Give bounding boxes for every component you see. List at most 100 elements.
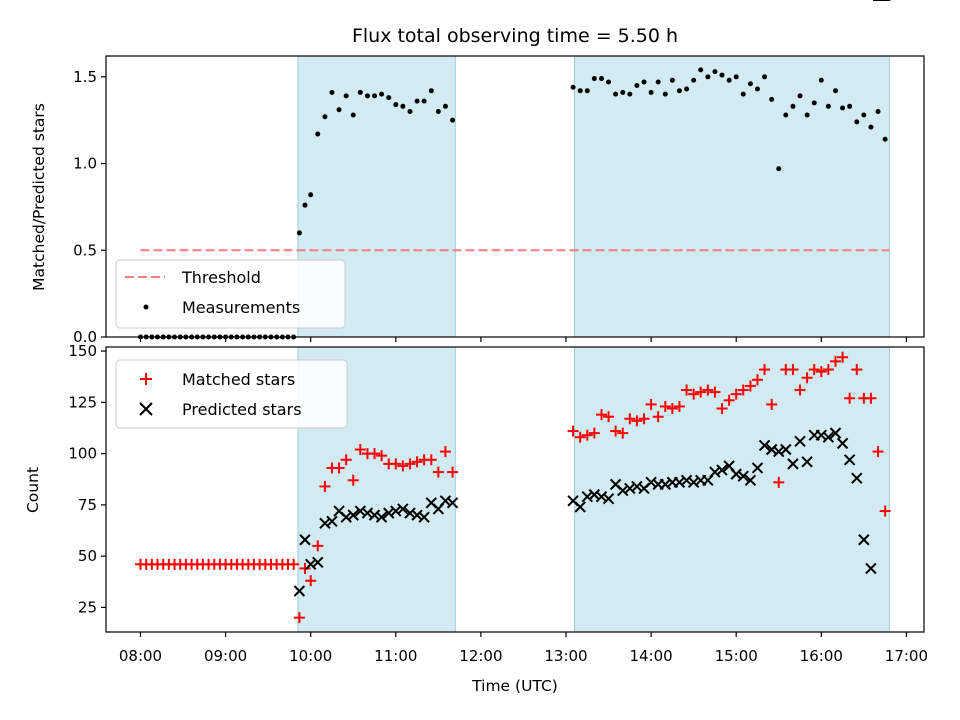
matched-point (425, 454, 437, 466)
matched-point (299, 562, 311, 574)
chart-title: Flux total observing time = 5.50 h (352, 25, 678, 47)
matched-point (369, 448, 381, 460)
matched-point (716, 403, 728, 415)
matched-point (574, 431, 586, 443)
matched-point (411, 456, 423, 468)
measurement-point (861, 112, 867, 118)
measurement-point (733, 74, 739, 80)
top-legend: Threshold Measurements (115, 259, 346, 329)
matched-point (808, 364, 820, 376)
legend-matched-label: Matched stars (182, 370, 295, 389)
top-ytick-label: 0.0 (73, 328, 97, 346)
matched-point (404, 458, 416, 470)
measurement-point (364, 93, 370, 99)
measurement-point (698, 67, 704, 73)
predicted-point (390, 505, 402, 517)
matched-point (673, 400, 685, 412)
matched-point (822, 364, 834, 376)
xtick-label: 12:00 (459, 647, 502, 665)
xtick-label: 15:00 (715, 647, 758, 665)
matched-point (376, 450, 388, 462)
legend-measurements-label: Measurements (182, 298, 300, 317)
predicted-point (858, 534, 870, 546)
matched-point (751, 374, 763, 386)
measurement-point (372, 93, 378, 99)
matched-point (766, 398, 778, 410)
matched-point (801, 372, 813, 384)
predicted-point (368, 509, 381, 521)
bottom-ytick-label: 25 (78, 598, 97, 616)
measurement-point (393, 102, 399, 108)
predicted-point (773, 445, 785, 458)
legend-matched-swatch (140, 373, 152, 385)
xtick-label: 13:00 (544, 647, 587, 665)
measurement-point (613, 91, 619, 97)
measurement-point (719, 72, 725, 78)
matched-point (610, 425, 622, 437)
measurement-point (811, 100, 817, 106)
matched-point (652, 411, 664, 423)
matched-point (347, 474, 359, 486)
matched-point (688, 388, 700, 400)
measurement-point (754, 86, 760, 92)
predicted-point (602, 493, 615, 505)
measurement-point (308, 192, 314, 198)
measurement-point (322, 114, 328, 120)
measurement-point (591, 76, 597, 82)
xtick-label: 17:00 (885, 647, 928, 665)
xtick-label: 10:00 (289, 647, 332, 665)
predicted-point (312, 556, 324, 568)
xtick-label: 09:00 (204, 647, 247, 665)
matched-point (723, 394, 735, 406)
predicted-point (851, 472, 863, 484)
predicted-point (716, 464, 728, 476)
measurement-point (442, 103, 448, 109)
measurement-point (655, 79, 661, 85)
predicted-point (617, 484, 629, 497)
predicted-point (588, 488, 601, 501)
measurement-point (712, 69, 718, 75)
measurement-point (669, 77, 675, 83)
measurement-point (400, 103, 406, 109)
predicted-point (822, 431, 835, 443)
bottom-axes-frame (105, 346, 925, 633)
matched-point (815, 366, 827, 378)
matched-point (432, 466, 444, 478)
measurement-point (302, 202, 308, 208)
predicted-point (446, 497, 459, 509)
observing-window-2 (574, 55, 890, 338)
measurement-point (641, 79, 647, 85)
measurement-point (407, 109, 413, 115)
predicted-point (439, 495, 452, 507)
measurement-point (726, 77, 732, 83)
measurement-point (620, 89, 626, 95)
predicted-point (581, 490, 593, 503)
predicted-point (375, 511, 388, 523)
predicted-point (865, 562, 877, 575)
measurement-point (350, 112, 356, 118)
matched-point (333, 462, 345, 474)
measurement-point (450, 117, 456, 123)
predicted-point (354, 505, 367, 517)
matched-point (744, 380, 756, 392)
matched-point (773, 476, 785, 488)
matched-point (340, 454, 352, 466)
predicted-point (326, 515, 338, 527)
predicted-point (595, 490, 608, 503)
top-ytick-label: 1.0 (73, 155, 97, 173)
legend-threshold-label: Threshold (181, 268, 261, 287)
matched-point (659, 400, 671, 412)
predicted-point (404, 507, 416, 519)
predicted-point (574, 501, 586, 513)
measurement-point (740, 91, 746, 97)
legend-predicted-label: Predicted stars (182, 400, 302, 419)
measurement-point (421, 98, 427, 104)
matched-point (794, 384, 806, 396)
measurement-point (825, 103, 831, 109)
matched-point (293, 612, 305, 624)
bottom-panel: 25 50 75 100 125 150 08:00 09:00 10:00 11:00 12:0… (24, 0, 928, 695)
measurement-point (315, 131, 321, 137)
predicted-point (801, 456, 813, 468)
predicted-point (780, 443, 792, 456)
matched-point (872, 446, 884, 458)
